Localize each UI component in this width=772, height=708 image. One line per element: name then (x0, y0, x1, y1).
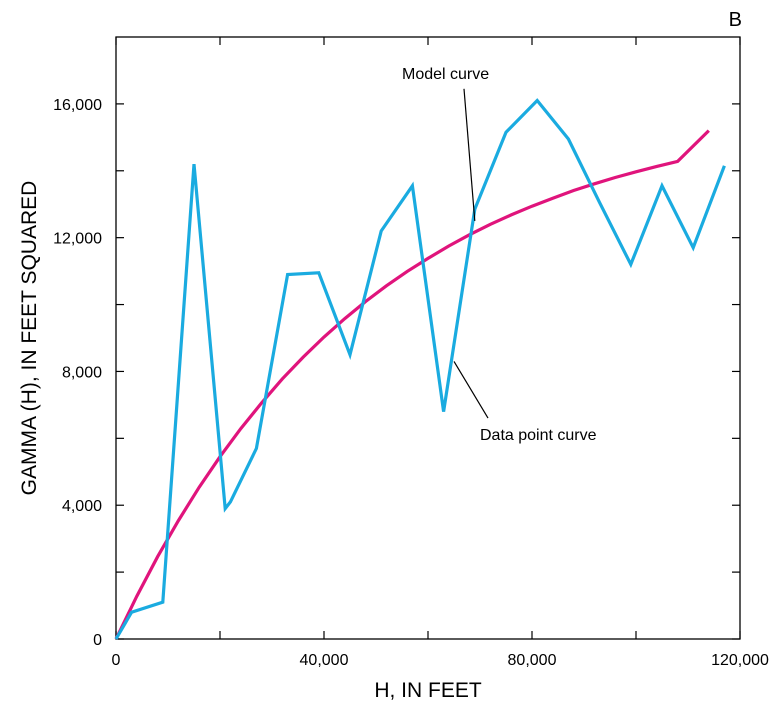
annotations-layer: Model curve Data point curve (402, 66, 597, 444)
y-tick-label: 4,000 (62, 498, 102, 515)
series-line-data-point-curve (114, 98, 726, 640)
annotation-leader-data-point-curve (453, 361, 489, 419)
series-line-model-curve (114, 129, 710, 640)
annotation-leader-model-curve (463, 88, 476, 221)
series-layer (114, 98, 726, 640)
y-tick-label: 12,000 (53, 231, 102, 248)
annotation-label-model-curve: Model curve (402, 66, 489, 83)
x-tick-label: 0 (112, 652, 121, 669)
y-tick-label: 0 (93, 632, 102, 649)
y-tick-label: 8,000 (62, 364, 102, 381)
x-tick-label: 40,000 (300, 652, 349, 669)
x-tick-label: 80,000 (508, 652, 557, 669)
y-axis-title: GAMMA (H), IN FEET SQUARED (18, 181, 41, 496)
annotation-label-data-point-curve: Data point curve (480, 427, 597, 444)
axis-ticks-layer: 0 40,000 80,000 120,000 0 4,000 8,000 12,000 16,… (53, 37, 769, 669)
y-tick-label: 16,000 (53, 97, 102, 114)
panel-label: B (729, 9, 742, 31)
x-axis-title: H, IN FEET (374, 679, 482, 702)
x-tick-label: 120,000 (711, 652, 769, 669)
